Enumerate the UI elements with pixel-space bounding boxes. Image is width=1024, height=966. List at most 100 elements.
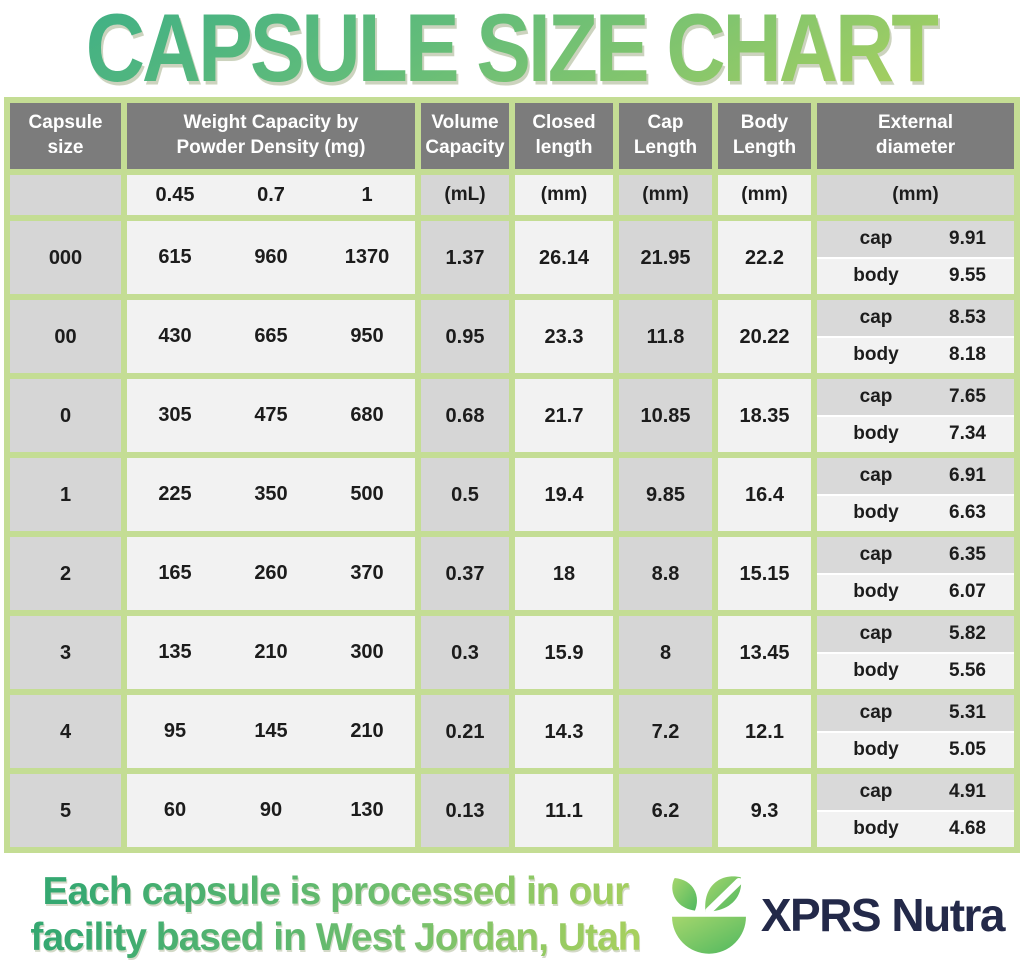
external-diameter-cell: cap 6.91 body 6.63 — [817, 458, 1014, 531]
ext-cap-row: cap 7.65 — [817, 379, 1014, 415]
external-diameter-cell: cap 4.91 body 4.68 — [817, 774, 1014, 847]
capsule-row: 4 95 145 210 0.21 14.3 7.2 12.1 cap 5.31… — [10, 695, 1014, 768]
cap-length-cell: 9.85 — [619, 458, 712, 531]
body-length-cell: 20.22 — [718, 300, 811, 373]
capsule-size-table: Capsule size Weight Capacity by Powder D… — [4, 97, 1020, 853]
cap-length-cell: 11.8 — [619, 300, 712, 373]
closed-length-cell: 26.14 — [515, 221, 613, 294]
body-length-cell: 15.15 — [718, 537, 811, 610]
col-header-capsule-size: Capsule size — [10, 103, 121, 169]
body-length-cell: 18.35 — [718, 379, 811, 452]
closed-length-cell: 15.9 — [515, 616, 613, 689]
external-diameter-cell: cap 6.35 body 6.07 — [817, 537, 1014, 610]
cap-length-cell: 21.95 — [619, 221, 712, 294]
units-closed-length: (mm) — [515, 175, 613, 215]
page-title: CAPSULE SIZE CHART — [86, 0, 942, 104]
volume-cell: 0.3 — [421, 616, 509, 689]
col-header-cap-length: Cap Length — [619, 103, 712, 169]
capsule-size-cell: 000 — [10, 221, 121, 294]
external-diameter-cell: cap 5.31 body 5.05 — [817, 695, 1014, 768]
external-diameter-cell: cap 5.82 body 5.56 — [817, 616, 1014, 689]
capsule-size-cell: 4 — [10, 695, 121, 768]
ext-body-row: body 5.05 — [817, 732, 1014, 768]
units-powder-densities: 0.45 0.7 1 — [127, 175, 415, 215]
weight-values-cell: 305 475 680 — [127, 379, 415, 452]
volume-cell: 0.13 — [421, 774, 509, 847]
col-header-volume-capacity: Volume Capacity — [421, 103, 509, 169]
external-diameter-cell: cap 9.91 body 9.55 — [817, 221, 1014, 294]
closed-length-cell: 18 — [515, 537, 613, 610]
table-header-row: Capsule size Weight Capacity by Powder D… — [10, 103, 1014, 169]
col-header-weight-capacity: Weight Capacity by Powder Density (mg) — [127, 103, 415, 169]
ext-cap-row: cap 8.53 — [817, 300, 1014, 336]
external-diameter-cell: cap 7.65 body 7.34 — [817, 379, 1014, 452]
ext-cap-row: cap 9.91 — [817, 221, 1014, 257]
closed-length-cell: 14.3 — [515, 695, 613, 768]
col-header-external-diameter: External diameter — [817, 103, 1014, 169]
body-length-cell: 12.1 — [718, 695, 811, 768]
volume-cell: 0.5 — [421, 458, 509, 531]
capsule-size-cell: 1 — [10, 458, 121, 531]
body-length-cell: 22.2 — [718, 221, 811, 294]
capsule-size-cell: 3 — [10, 616, 121, 689]
units-body-length: (mm) — [718, 175, 811, 215]
cap-length-cell: 7.2 — [619, 695, 712, 768]
volume-cell: 0.68 — [421, 379, 509, 452]
cap-length-cell: 8.8 — [619, 537, 712, 610]
title-bar: CAPSULE SIZE CHART — [0, 0, 1024, 102]
body-length-cell: 16.4 — [718, 458, 811, 531]
capsule-row: 3 135 210 300 0.3 15.9 8 13.45 cap 5.82 … — [10, 616, 1014, 689]
ext-body-row: body 6.07 — [817, 574, 1014, 610]
capsule-row: 5 60 90 130 0.13 11.1 6.2 9.3 cap 4.91 b… — [10, 774, 1014, 847]
col-header-closed-length: Closed length — [515, 103, 613, 169]
cap-length-cell: 10.85 — [619, 379, 712, 452]
footer-caption: Each capsule is processed in our facilit… — [6, 869, 665, 961]
units-external-diameter: (mm) — [817, 175, 1014, 215]
volume-cell: 0.21 — [421, 695, 509, 768]
ext-body-row: body 7.34 — [817, 416, 1014, 452]
ext-cap-row: cap 5.31 — [817, 695, 1014, 731]
ext-body-row: body 4.68 — [817, 811, 1014, 847]
weight-values-cell: 615 960 1370 — [127, 221, 415, 294]
units-cap-length: (mm) — [619, 175, 712, 215]
cap-length-cell: 6.2 — [619, 774, 712, 847]
capsule-size-cell: 00 — [10, 300, 121, 373]
table-units-row: 0.45 0.7 1 (mL) (mm) (mm) (mm) (mm) — [10, 175, 1014, 215]
capsule-row: 2 165 260 370 0.37 18 8.8 15.15 cap 6.35… — [10, 537, 1014, 610]
footer-caption-line2: facility based in West Jordan, Utah — [30, 916, 641, 960]
closed-length-cell: 11.1 — [515, 774, 613, 847]
weight-values-cell: 60 90 130 — [127, 774, 415, 847]
ext-body-row: body 5.56 — [817, 653, 1014, 689]
brand-name: XPRS Nutra — [760, 889, 1006, 942]
capsule-row: 00 430 665 950 0.95 23.3 11.8 20.22 cap … — [10, 300, 1014, 373]
brand-logo: XPRS Nutra — [665, 871, 1006, 959]
ext-cap-row: cap 6.35 — [817, 537, 1014, 573]
closed-length-cell: 21.7 — [515, 379, 613, 452]
ext-body-row: body 8.18 — [817, 337, 1014, 373]
weight-values-cell: 165 260 370 — [127, 537, 415, 610]
ext-cap-row: cap 6.91 — [817, 458, 1014, 494]
ext-body-row: body 6.63 — [817, 495, 1014, 531]
closed-length-cell: 23.3 — [515, 300, 613, 373]
capsule-row: 000 615 960 1370 1.37 26.14 21.95 22.2 c… — [10, 221, 1014, 294]
ext-cap-row: cap 5.82 — [817, 616, 1014, 652]
capsule-size-cell: 0 — [10, 379, 121, 452]
volume-cell: 0.95 — [421, 300, 509, 373]
ext-body-row: body 9.55 — [817, 258, 1014, 294]
cap-length-cell: 8 — [619, 616, 712, 689]
capsule-row: 1 225 350 500 0.5 19.4 9.85 16.4 cap 6.9… — [10, 458, 1014, 531]
volume-cell: 0.37 — [421, 537, 509, 610]
units-volume: (mL) — [421, 175, 509, 215]
ext-cap-row: cap 4.91 — [817, 774, 1014, 810]
footer: Each capsule is processed in our facilit… — [0, 869, 1024, 961]
volume-cell: 1.37 — [421, 221, 509, 294]
weight-values-cell: 225 350 500 — [127, 458, 415, 531]
weight-values-cell: 95 145 210 — [127, 695, 415, 768]
col-header-body-length: Body Length — [718, 103, 811, 169]
weight-values-cell: 135 210 300 — [127, 616, 415, 689]
external-diameter-cell: cap 8.53 body 8.18 — [817, 300, 1014, 373]
leaf-mortar-icon — [671, 876, 746, 954]
units-capsule-size-empty — [10, 175, 121, 215]
body-length-cell: 9.3 — [718, 774, 811, 847]
capsule-row: 0 305 475 680 0.68 21.7 10.85 18.35 cap … — [10, 379, 1014, 452]
